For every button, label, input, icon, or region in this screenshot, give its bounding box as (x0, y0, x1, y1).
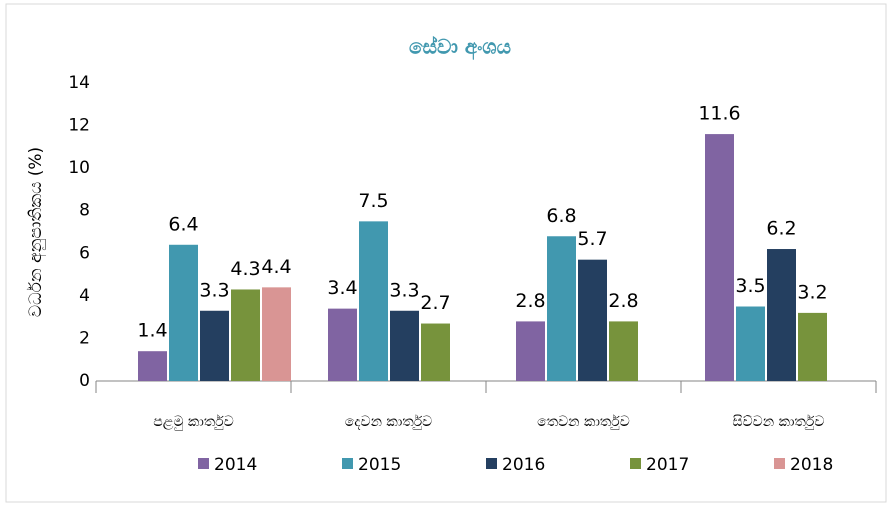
bar (200, 310, 229, 381)
x-tick-label: සිව්වන කාර්තුව (733, 414, 825, 430)
bar (705, 134, 734, 381)
bar (736, 306, 765, 381)
value-label: 6.2 (766, 218, 796, 240)
value-label: 3.5 (735, 275, 765, 297)
x-tick-label: දෙවන කාර්තුව (345, 414, 433, 430)
bar (359, 221, 388, 381)
x-tick-label: පළමු කාර්තුව (153, 414, 234, 431)
legend-swatch (774, 458, 785, 469)
y-tick-label: 6 (79, 243, 90, 263)
bar (421, 323, 450, 381)
value-label: 11.6 (698, 103, 740, 125)
bar (609, 321, 638, 381)
y-tick-label: 14 (68, 73, 90, 93)
y-tick-label: 4 (79, 286, 90, 306)
y-tick-label: 8 (79, 201, 90, 221)
value-label: 2.7 (420, 292, 450, 314)
y-axis-label: වර්ධන අනුපාතිකය (%) (26, 147, 47, 317)
bar (390, 310, 419, 381)
bar (262, 287, 291, 381)
value-label: 3.3 (389, 279, 419, 301)
legend-swatch (342, 458, 353, 469)
y-tick-label: 2 (79, 328, 90, 348)
bar (169, 244, 198, 381)
legend-label: 2017 (646, 455, 689, 475)
value-label: 3.3 (199, 279, 229, 301)
value-label: 3.4 (327, 277, 357, 299)
value-label: 6.4 (168, 213, 198, 235)
value-label: 7.5 (358, 190, 388, 212)
legend-swatch (198, 458, 209, 469)
y-tick-label: 12 (68, 116, 90, 136)
legend-label: 2018 (790, 455, 833, 475)
value-label: 5.7 (577, 228, 607, 250)
chart-title: සේවා අංශය (409, 34, 511, 60)
bar (231, 289, 260, 381)
value-label: 1.4 (137, 320, 167, 342)
value-label: 4.3 (230, 258, 260, 280)
x-tick-label: තෙවන කාර්තුව (537, 414, 630, 430)
value-label: 2.8 (515, 290, 545, 312)
bar (138, 351, 167, 381)
value-label: 2.8 (608, 290, 638, 312)
legend-label: 2014 (214, 455, 257, 475)
bar (328, 308, 357, 381)
value-label: 4.4 (261, 256, 291, 278)
y-tick-label: 0 (79, 371, 90, 391)
chart-border (5, 3, 887, 503)
legend-swatch (630, 458, 641, 469)
legend-swatch (486, 458, 497, 469)
value-label: 6.8 (546, 205, 576, 227)
legend-label: 2016 (502, 455, 545, 475)
bar (516, 321, 545, 381)
y-tick-label: 10 (68, 158, 90, 178)
legend-label: 2015 (358, 455, 401, 475)
bar (767, 249, 796, 381)
bar (798, 312, 827, 381)
bar (547, 236, 576, 381)
bar (578, 259, 607, 381)
value-label: 3.2 (797, 281, 827, 303)
